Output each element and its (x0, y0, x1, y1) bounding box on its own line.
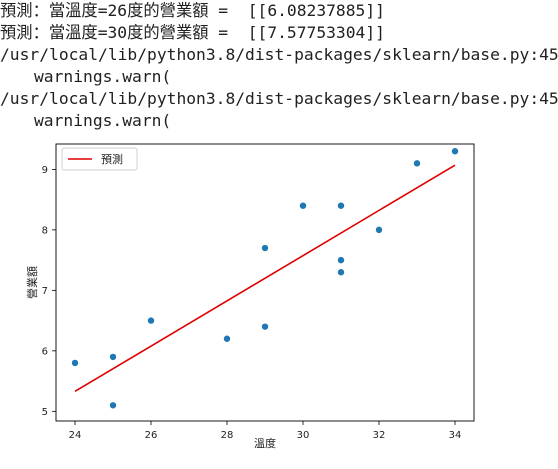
data-point (337, 256, 345, 264)
x-tick-label: 34 (449, 430, 462, 441)
output-line-warning-path: /usr/local/lib/python3.8/dist-packages/s… (0, 45, 558, 64)
data-point (375, 226, 383, 234)
y-tick-label: 9 (42, 165, 48, 176)
plot-area-background (56, 144, 474, 421)
chart-marks (71, 148, 459, 409)
output-line-warning-call: warnings.warn( (34, 67, 172, 86)
plot-frame (55, 143, 475, 422)
cell-output: 預測：當溫度=26度的營業額 = [[6.08237885]] 預測：當溫度=3… (0, 0, 558, 140)
legend-box (61, 147, 138, 171)
legend-label: 預測 (101, 152, 123, 166)
data-point (299, 202, 307, 209)
data-point (261, 323, 269, 330)
y-tick-label: 5 (42, 407, 48, 418)
data-point (451, 148, 459, 155)
x-tick-label: 24 (69, 430, 82, 441)
x-tick-label: 30 (297, 430, 310, 441)
output-line-prediction-26: 預測：當溫度=26度的營業額 = [[6.08237885]] (0, 1, 385, 20)
x-axis: 24 26 28 30 32 34 (69, 421, 462, 441)
output-line-warning-path: /usr/local/lib/python3.8/dist-packages/s… (0, 89, 558, 108)
output-line-warning-call: warnings.warn( (34, 111, 172, 130)
y-axis: 5 6 7 8 9 (42, 165, 56, 418)
x-tick-label: 32 (373, 430, 386, 441)
legend: 預測 (61, 147, 138, 171)
data-point (71, 359, 79, 367)
y-tick-label: 8 (42, 225, 48, 236)
data-point (337, 269, 345, 276)
y-tick-label: 7 (42, 286, 48, 297)
data-point (109, 402, 117, 409)
y-tick-label: 6 (42, 346, 48, 357)
regression-line (74, 164, 456, 393)
x-tick-label: 26 (145, 430, 158, 441)
output-line-prediction-30: 預測：當溫度=30度的營業額 = [[7.57753304]] (0, 23, 385, 42)
data-point (337, 202, 345, 209)
data-point (261, 244, 269, 252)
scatter-plot: 24 26 28 30 32 34 5 6 7 8 9 溫度 營業額 預測 (26, 143, 475, 450)
data-point (109, 353, 117, 361)
x-axis-label: 溫度 (254, 436, 276, 450)
data-point (147, 317, 155, 324)
data-point (223, 335, 231, 342)
data-point (413, 160, 421, 167)
y-axis-label: 營業額 (26, 266, 39, 299)
x-tick-label: 28 (221, 430, 234, 441)
